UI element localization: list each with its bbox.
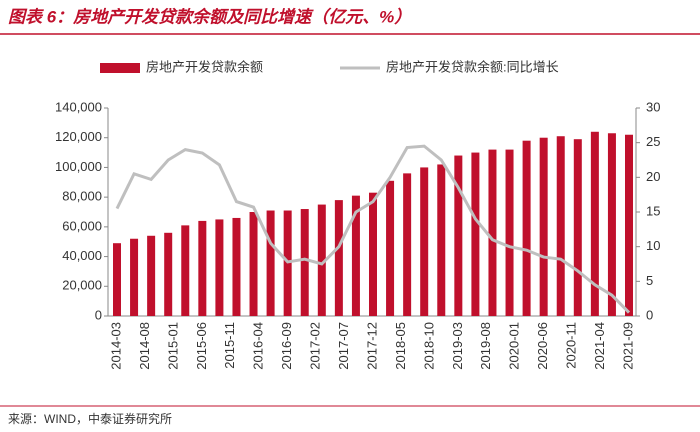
- bar: [369, 192, 377, 316]
- y-tick-label: 20,000: [62, 278, 102, 293]
- bar: [590, 131, 599, 316]
- bar: [556, 136, 565, 316]
- bar: [539, 137, 548, 316]
- y2-tick-label: 10: [646, 238, 660, 253]
- x-tick-label: 2015-06: [194, 322, 209, 370]
- bar: [420, 167, 429, 316]
- bar: [437, 164, 446, 316]
- x-tick-label: 2017-12: [364, 322, 379, 370]
- bar: [334, 200, 343, 316]
- bar: [454, 155, 463, 316]
- y2-tick-label: 20: [646, 169, 660, 184]
- y-tick-label: 120,000: [55, 129, 102, 144]
- x-tick-label: 2016-09: [279, 322, 294, 370]
- bar: [113, 243, 121, 316]
- bar: [300, 209, 309, 316]
- y2-tick-label: 0: [646, 307, 653, 322]
- y-tick-label: 80,000: [62, 189, 102, 204]
- bar: [607, 133, 616, 316]
- bar: [505, 149, 514, 316]
- x-tick-label: 2019-03: [450, 322, 465, 370]
- source: 来源：WIND，中泰证券研究所: [8, 411, 172, 426]
- bar: [249, 212, 258, 316]
- bar: [130, 238, 139, 316]
- x-tick-label: 2021-04: [592, 322, 607, 370]
- bar: [164, 232, 173, 316]
- bar: [351, 195, 360, 316]
- bar: [386, 180, 395, 316]
- y2-tick-label: 25: [646, 134, 660, 149]
- chart-title: 图表 6：房地产开发贷款余额及同比增速（亿元、%）: [8, 7, 411, 26]
- bar: [488, 149, 497, 316]
- bar: [471, 152, 480, 316]
- bar: [181, 225, 190, 316]
- x-tick-label: 2018-05: [393, 322, 408, 370]
- x-tick-label: 2017-02: [308, 322, 323, 370]
- x-tick-label: 2016-04: [251, 322, 266, 370]
- x-tick-label: 2014-03: [108, 322, 123, 370]
- x-tick-label: 2020-11: [564, 322, 579, 369]
- y2-tick-label: 15: [646, 203, 660, 218]
- y-tick-label: 60,000: [62, 218, 102, 233]
- bar: [198, 220, 207, 316]
- y-tick-label: 140,000: [55, 99, 102, 114]
- bar: [403, 173, 412, 316]
- x-tick-label: 2020-06: [535, 322, 550, 370]
- bar: [266, 210, 275, 316]
- x-tick-label: 2015-11: [222, 322, 237, 369]
- y-tick-label: 0: [95, 307, 102, 322]
- bar: [573, 139, 582, 316]
- legend-label: 房地产开发贷款余额: [146, 59, 263, 74]
- y2-tick-label: 5: [646, 273, 653, 288]
- x-tick-label: 2020-01: [507, 322, 522, 370]
- bar: [625, 134, 633, 316]
- bar: [522, 140, 531, 316]
- y-tick-label: 40,000: [62, 248, 102, 263]
- bar: [317, 204, 326, 316]
- x-tick-label: 2015-01: [165, 322, 180, 370]
- x-tick-label: 2018-10: [421, 322, 436, 370]
- line: [115, 144, 631, 314]
- x-tick-label: 2017-07: [336, 322, 351, 370]
- y2-tick-label: 30: [646, 99, 660, 114]
- bar: [232, 217, 241, 316]
- legend-label: 房地产开发贷款余额:同比增长: [386, 59, 559, 74]
- x-tick-label: 2014-08: [137, 322, 152, 370]
- x-tick-label: 2019-08: [478, 322, 493, 370]
- legend-swatch: [100, 63, 140, 73]
- x-tick-label: 2021-09: [620, 322, 635, 370]
- bar: [215, 219, 224, 316]
- y-tick-label: 100,000: [55, 159, 102, 174]
- bar: [147, 235, 156, 316]
